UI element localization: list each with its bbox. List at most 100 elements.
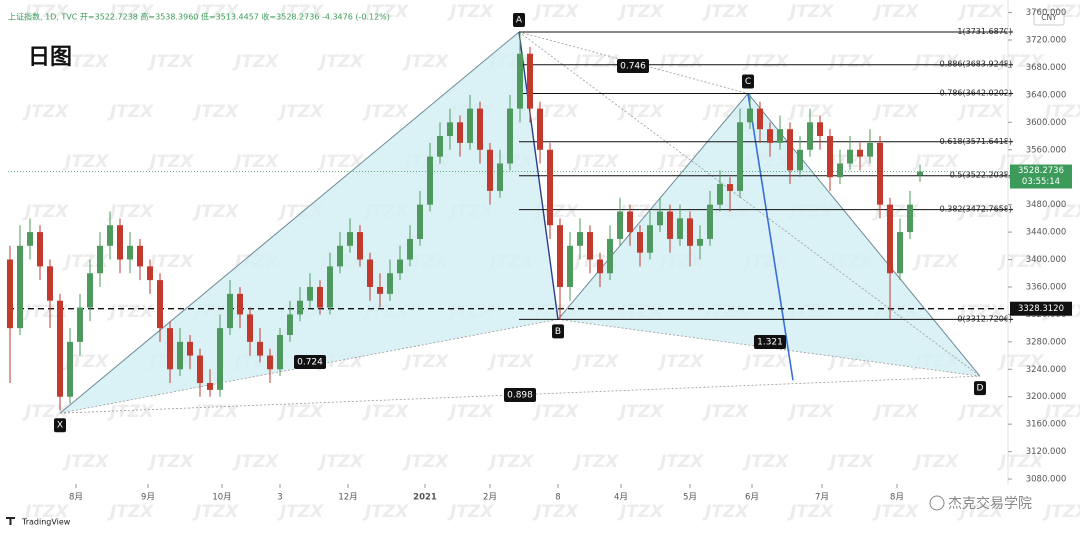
- watermark: JTZX: [912, 152, 959, 172]
- pattern-point-box: [54, 418, 66, 433]
- watermark: JTZX: [1042, 502, 1080, 522]
- watermark: JTZX: [317, 452, 364, 472]
- watermark: JTZX: [872, 2, 919, 22]
- candle-body: [857, 149, 863, 157]
- watermark: JTZX: [107, 102, 154, 122]
- x-tick-label: 10月: [212, 493, 231, 503]
- candle-body: [467, 108, 473, 143]
- watermark: JTZX: [617, 502, 664, 522]
- candle-body: [717, 184, 723, 205]
- watermark: JTZX: [62, 52, 109, 72]
- watermark: JTZX: [872, 502, 919, 522]
- watermark: JTZX: [532, 102, 579, 122]
- hline-price-box: [1010, 301, 1072, 316]
- last-price: 3528.2736: [1018, 166, 1064, 176]
- candle-body: [177, 341, 183, 370]
- y-tick-label: 3160.000: [1026, 420, 1067, 430]
- watermark: JTZX: [107, 502, 154, 522]
- candle-body: [287, 314, 293, 335]
- candle-body: [657, 211, 663, 226]
- hline-price: 3328.3120: [1018, 304, 1064, 314]
- candle-body: [457, 122, 463, 143]
- watermark: JTZX: [192, 2, 239, 22]
- pattern-point-label: D: [977, 384, 984, 394]
- candle-body: [27, 232, 33, 246]
- watermark: JTZX: [147, 152, 194, 172]
- x-tick-label: 8月: [69, 493, 83, 503]
- fib-label: 0.382(3472.7658): [940, 205, 1012, 214]
- watermark: JTZX: [147, 52, 194, 72]
- watermark: JTZX: [22, 402, 69, 422]
- candle-body: [47, 266, 53, 301]
- candle-body: [7, 259, 13, 329]
- watermark: JTZX: [912, 452, 959, 472]
- brand-logo: [6, 517, 15, 525]
- y-tick-label: 3480.000: [1026, 200, 1067, 210]
- x-tick-label: 12月: [338, 493, 357, 503]
- currency[interactable]: CNY: [1041, 13, 1057, 22]
- candle-body: [327, 266, 333, 308]
- watermark: JTZX: [22, 2, 69, 22]
- candle-body: [487, 149, 493, 191]
- candle-body: [477, 108, 483, 150]
- candle-body: [737, 122, 743, 191]
- ratio-label: 0.898: [507, 391, 533, 401]
- y-tick-label: 3680.000: [1026, 63, 1067, 73]
- watermark: JTZX: [827, 452, 874, 472]
- watermark: JTZX: [1042, 202, 1080, 222]
- watermark: JTZX: [232, 52, 279, 72]
- y-tick-label: 3560.000: [1026, 145, 1067, 155]
- watermark: JTZX: [487, 352, 534, 372]
- ratio-box: [294, 355, 326, 369]
- candle-body: [777, 129, 783, 143]
- plot-area: 1(3731.6870) 0.886(3683.9248) 0.786(3642.0…: [7, 27, 1013, 414]
- candle-body: [357, 232, 363, 260]
- candle-body: [797, 149, 803, 171]
- watermark: JTZX: [277, 2, 324, 22]
- watermark: JTZX: [362, 2, 409, 22]
- pattern-point-box: [552, 324, 564, 339]
- fib-label: 0.886(3683.9248): [940, 60, 1012, 69]
- watermark: JTZX: [827, 52, 874, 72]
- watermark: JTZX: [572, 452, 619, 472]
- pattern-point-box: [513, 12, 525, 27]
- ratio-label: 0.724: [297, 358, 323, 368]
- watermark: JTZX: [402, 52, 449, 72]
- fib-label: 0.618(3571.6418): [940, 137, 1012, 146]
- candle-body: [537, 108, 543, 150]
- ratio-box: [504, 388, 536, 402]
- candle-body: [507, 108, 513, 164]
- candle-body: [307, 286, 313, 301]
- watermark: JTZX: [617, 102, 664, 122]
- candle-body: [387, 273, 393, 294]
- watermark: JTZX: [702, 2, 749, 22]
- candle-body: [817, 122, 823, 137]
- candle-body: [227, 293, 233, 329]
- candle-body: [707, 204, 713, 239]
- candle-body: [787, 129, 793, 171]
- watermark: JTZX: [447, 2, 494, 22]
- watermark: JTZX: [617, 402, 664, 422]
- y-tick-label: 3640.000: [1026, 90, 1067, 100]
- watermark: JTZX: [702, 502, 749, 522]
- watermark: JTZX: [997, 252, 1044, 272]
- candle-body: [87, 273, 93, 308]
- currency-box[interactable]: [1033, 9, 1065, 26]
- watermark: JTZX: [22, 102, 69, 122]
- candle-body: [497, 163, 503, 191]
- candle-body: [437, 136, 443, 157]
- y-tick-label: 3200.000: [1026, 392, 1067, 402]
- credit-icon: [929, 495, 945, 511]
- watermark: JTZX: [997, 452, 1044, 472]
- pattern-xab: [60, 31, 558, 414]
- candle-body: [567, 245, 573, 287]
- chart-label: 日图: [28, 45, 72, 70]
- candle-body: [187, 341, 193, 356]
- x-tick-label: 7月: [815, 493, 829, 503]
- watermark: JTZX: [362, 102, 409, 122]
- candle-body: [747, 108, 753, 123]
- y-tick-label: 3280.000: [1026, 337, 1067, 347]
- candle-body: [207, 383, 213, 390]
- pattern-point-label: B: [555, 327, 561, 337]
